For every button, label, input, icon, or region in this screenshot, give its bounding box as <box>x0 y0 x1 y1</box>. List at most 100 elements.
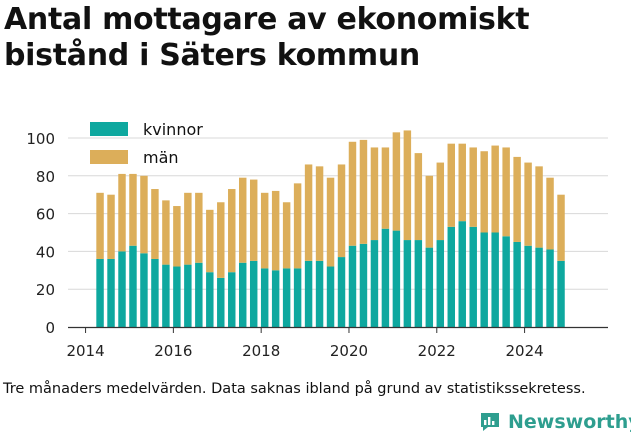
bar-kvinnor <box>557 260 565 327</box>
bar-kvinnor <box>173 266 181 327</box>
bar-man <box>359 139 368 244</box>
bar-man <box>315 166 324 261</box>
bar-man <box>326 177 335 267</box>
bar-man <box>348 141 357 246</box>
bar-man <box>436 162 445 241</box>
bar-kvinnor <box>260 268 269 327</box>
x-tick-label: 2022 <box>418 342 456 360</box>
y-tick-label: 60 <box>36 206 55 224</box>
bar-kvinnor <box>348 245 357 327</box>
bar-kvinnor <box>513 241 521 327</box>
bar-man <box>282 202 291 269</box>
bar-man <box>480 151 488 233</box>
bar-kvinnor <box>96 258 104 327</box>
bar-man <box>557 194 565 261</box>
bar-man <box>107 194 115 259</box>
x-tick-label: 2018 <box>242 342 280 360</box>
bar-kvinnor <box>392 230 401 327</box>
bar-kvinnor <box>118 251 126 327</box>
y-tick-label: 100 <box>26 130 55 148</box>
bar-kvinnor <box>458 221 466 327</box>
bar-man <box>414 153 423 241</box>
bar-man <box>491 145 499 233</box>
bar-kvinnor <box>162 264 170 327</box>
bar-kvinnor <box>315 260 324 327</box>
bar-kvinnor <box>282 268 291 327</box>
bar-man <box>140 175 148 254</box>
bar-man <box>118 173 126 252</box>
bar-man <box>195 192 203 263</box>
x-tick-label: 2014 <box>66 342 104 360</box>
bar-kvinnor <box>491 232 499 327</box>
bar-kvinnor <box>271 270 280 327</box>
bar-kvinnor <box>228 272 236 327</box>
bar-man <box>392 132 401 231</box>
bar-kvinnor <box>502 236 510 327</box>
bar-kvinnor <box>239 262 247 327</box>
bar-kvinnor <box>370 240 379 327</box>
bar-kvinnor <box>107 258 115 327</box>
bar-kvinnor <box>480 232 488 327</box>
bar-man <box>403 130 412 241</box>
bar-kvinnor <box>447 226 455 327</box>
bar-kvinnor <box>184 264 192 327</box>
bar-man <box>129 173 137 246</box>
bar-kvinnor <box>425 247 434 327</box>
bar-man <box>184 192 192 265</box>
x-tick-label: 2020 <box>330 342 368 360</box>
bar-kvinnor <box>403 240 412 327</box>
y-axis: 0 20 40 60 80 100 <box>26 130 55 337</box>
legend: kvinnor män <box>90 120 203 167</box>
bar-kvinnor <box>524 245 532 327</box>
bar-kvinnor <box>337 257 346 327</box>
bar-kvinnor <box>304 260 313 327</box>
bar-man <box>271 190 280 271</box>
bar-kvinnor <box>326 266 335 327</box>
bar-man <box>370 147 379 241</box>
brand-logo: Newsworthy <box>478 410 631 434</box>
bar-man <box>260 192 269 269</box>
y-tick-label: 0 <box>45 319 55 337</box>
bar-kvinnor <box>217 277 225 327</box>
footnote: Tre månaders medelvärden. Data saknas ib… <box>3 381 586 397</box>
chart-title: Antal mottagare av ekonomiskt bistånd i … <box>4 2 530 73</box>
bar-kvinnor <box>546 249 554 327</box>
bar-kvinnor <box>381 228 390 327</box>
bar-man <box>249 179 258 261</box>
bar-man <box>469 147 477 227</box>
bar-man <box>173 206 181 267</box>
bar-man <box>524 162 532 246</box>
bar-kvinnor <box>469 226 477 327</box>
bar-man <box>304 164 313 261</box>
bar-chart: 0 20 40 60 80 100 2014 2016 2018 2020 2022 2024 kv… <box>26 120 608 360</box>
bar-kvinnor <box>195 262 203 327</box>
bar-kvinnor <box>293 268 302 327</box>
bar-man <box>239 177 247 263</box>
legend-swatch-man <box>90 150 128 164</box>
bar-kvinnor <box>140 253 148 327</box>
bar-kvinnor <box>206 272 214 327</box>
bar-man <box>458 143 466 222</box>
bar-man <box>217 202 225 278</box>
x-axis: 2014 2016 2018 2020 2022 2024 <box>66 327 544 360</box>
bar-kvinnor <box>129 245 137 327</box>
bars <box>96 130 565 327</box>
bar-kvinnor <box>414 240 423 327</box>
bar-man <box>535 166 543 248</box>
y-tick-label: 20 <box>36 281 55 299</box>
legend-label-man: män <box>143 148 179 167</box>
bar-man <box>425 175 434 248</box>
x-tick-label: 2024 <box>505 342 543 360</box>
newsworthy-logo-icon <box>481 413 499 431</box>
bar-man <box>162 200 170 265</box>
bar-man <box>206 209 214 273</box>
bar-kvinnor <box>151 258 159 327</box>
bar-kvinnor <box>535 247 543 327</box>
x-tick-label: 2016 <box>154 342 192 360</box>
bar-man <box>513 156 521 242</box>
bar-man <box>293 183 302 269</box>
y-tick-label: 80 <box>36 168 55 186</box>
brand-name: Newsworthy <box>508 411 631 433</box>
bar-kvinnor <box>436 240 445 327</box>
bar-man <box>502 147 510 237</box>
